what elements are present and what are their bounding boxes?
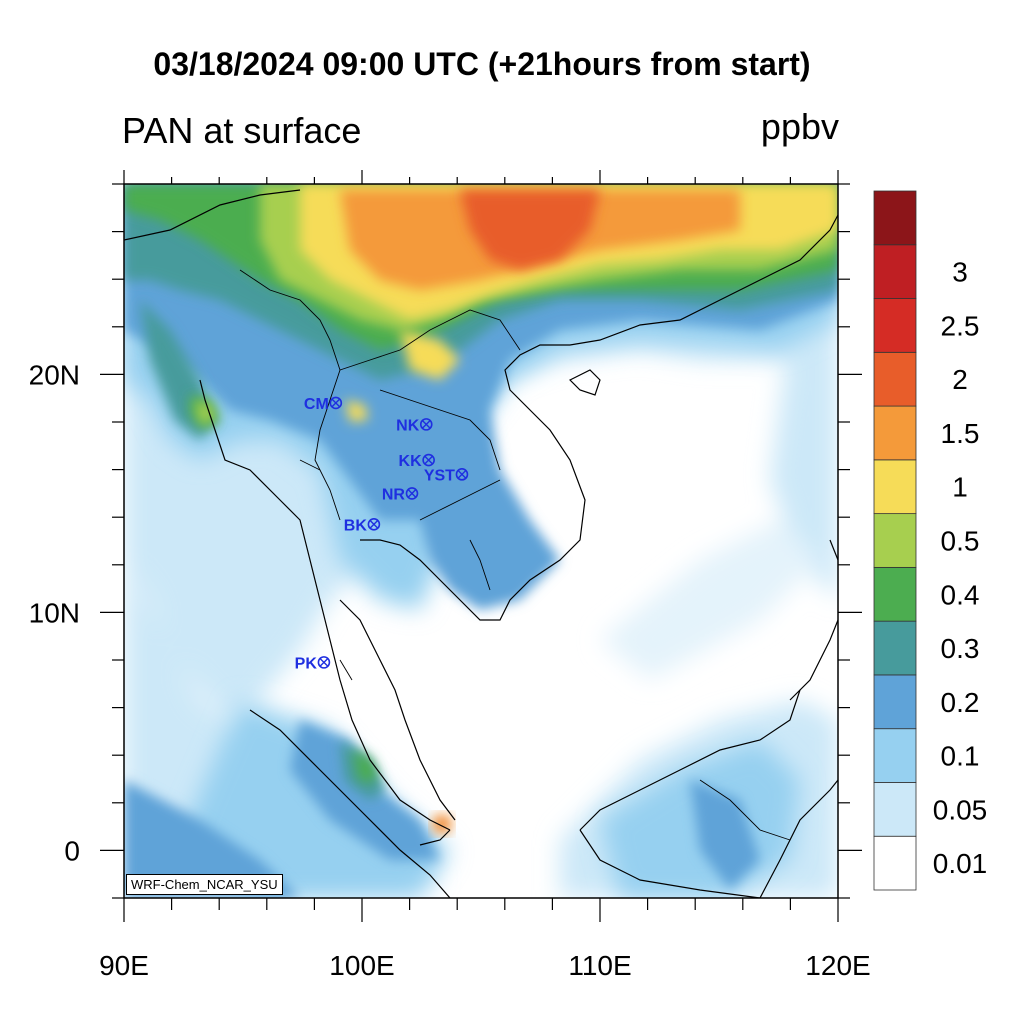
colorbar-label: 0.01 [933, 848, 988, 879]
colorbar-box [873, 674, 917, 730]
station-marker-icon [329, 396, 343, 410]
plot-frame [123, 183, 839, 899]
axis-tick-labels: 90E 100E 110E 120E 0 10N 20N [29, 359, 871, 981]
station-label: PK [295, 655, 318, 672]
colorbar-label: 1.5 [941, 418, 980, 449]
colorbar-box [873, 244, 917, 299]
map-title: 03/18/2024 09:00 UTC (+21hours from star… [153, 46, 811, 82]
station-yst: YST [424, 467, 469, 484]
station-marker-icon [419, 418, 433, 431]
colorbar-box [873, 835, 917, 891]
y-tick-label: 0 [64, 835, 80, 866]
station-marker-icon [367, 518, 381, 531]
colorbar-label: 0.1 [941, 741, 980, 772]
colorbar-box [873, 405, 917, 461]
station-cm: CM [304, 396, 343, 413]
colorbar-box [873, 620, 917, 676]
station-marker-icon [455, 468, 469, 481]
colorbar-box [873, 459, 917, 515]
station-marker-icon [405, 487, 419, 500]
station-nk: NK [396, 417, 433, 434]
station-label: YST [424, 467, 455, 484]
colorbar: 0.01 0.05 0.1 0.2 0.3 0.4 0.5 1 1.5 2 2.5 3 [873, 190, 988, 891]
coastline [124, 189, 838, 898]
colorbar-box [873, 190, 917, 246]
axis-ticks [100, 170, 862, 922]
station-marker-icon [422, 453, 435, 467]
colorbar-label: 0.3 [941, 633, 980, 664]
colorbar-label: 0.4 [941, 579, 980, 610]
station-label: CM [304, 396, 329, 413]
colorbar-box [873, 513, 917, 568]
colorbar-label: 0.5 [941, 526, 980, 557]
colorbar-box [873, 351, 917, 407]
station-label: NK [396, 417, 420, 434]
station-label: KK [399, 453, 423, 470]
colorbar-label: 0.05 [933, 794, 988, 825]
colorbar-label: 2 [952, 364, 968, 395]
concentration-field [124, 184, 838, 898]
station-nr: NR [382, 486, 419, 503]
colorbar-box [873, 782, 917, 837]
colorbar-label: 1 [952, 472, 968, 503]
station-label: NR [382, 486, 406, 503]
station-pk: PK [295, 655, 331, 672]
station-bk: BK [344, 517, 381, 534]
y-tick-label: 20N [29, 359, 80, 390]
colorbar-label: 0.2 [941, 687, 980, 718]
colorbar-box [873, 566, 917, 622]
variable-label: PAN at surface [122, 110, 362, 151]
x-tick-label: 110E [568, 950, 631, 981]
x-tick-label: 100E [329, 950, 394, 981]
colorbar-label: 3 [952, 257, 968, 288]
x-tick-label: 90E [99, 950, 149, 981]
station-marker-icon [317, 656, 331, 669]
colorbar-box [873, 298, 917, 353]
x-tick-label: 120E [805, 950, 870, 981]
model-credit: WRF-Chem_NCAR_YSU [126, 874, 283, 895]
units-label: ppbv [760, 106, 839, 147]
colorbar-label: 2.5 [941, 310, 980, 341]
country-borders [239, 269, 791, 841]
station-label: BK [344, 517, 368, 534]
station-kk: KK [399, 453, 435, 470]
colorbar-box [873, 728, 917, 783]
y-tick-label: 10N [29, 597, 80, 628]
